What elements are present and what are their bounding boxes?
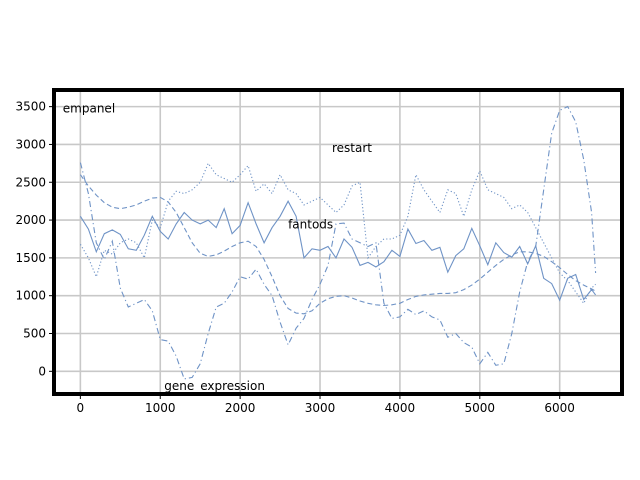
series-line-dashed <box>79 174 596 315</box>
x-tick-label: 2000 <box>225 401 256 415</box>
x-tick-label: 3000 <box>305 401 336 415</box>
x-tick-label: 1000 <box>145 401 176 415</box>
x-tick-label: 5000 <box>465 401 496 415</box>
plot-frame <box>52 88 624 396</box>
x-tick-label: 6000 <box>544 401 575 415</box>
y-tick-label: 2500 <box>15 175 46 189</box>
y-tick-label: 2000 <box>15 213 46 227</box>
annotation-label: restart <box>332 141 372 155</box>
y-tick-label: 500 <box>23 327 46 341</box>
series-line-dotted <box>79 162 596 305</box>
grid <box>54 90 622 394</box>
tick-labels: 0 1000 2000 3000 4000 5000 6000 0 500 1000 1500 200… <box>15 100 575 415</box>
x-tick-label: 4000 <box>385 401 416 415</box>
y-tick-label: 1500 <box>15 251 46 265</box>
series-line-dashdot <box>79 105 597 380</box>
annotations: empanel restart fantods gene_expression <box>63 102 373 394</box>
series-layer <box>79 105 597 380</box>
y-tick-label: 0 <box>38 364 46 378</box>
y-tick-label: 3500 <box>15 100 46 114</box>
y-tick-label: 3000 <box>15 137 46 151</box>
x-tick-label: 0 <box>77 401 85 415</box>
annotation-label: fantods <box>288 217 333 231</box>
annotation-label: gene_expression <box>164 379 265 393</box>
annotation-label: empanel <box>63 102 115 116</box>
y-tick-label: 1000 <box>15 289 46 303</box>
series-line-solid <box>79 200 597 302</box>
